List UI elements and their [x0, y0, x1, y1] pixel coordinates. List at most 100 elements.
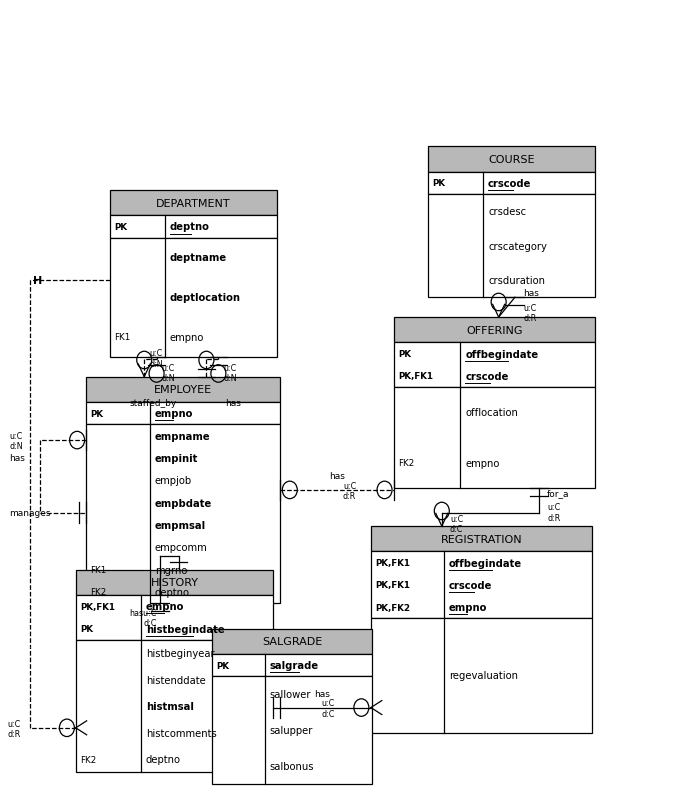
Text: histmsal: histmsal	[146, 701, 194, 711]
Text: FK1: FK1	[90, 565, 106, 574]
Text: empjob: empjob	[155, 476, 192, 485]
Text: u:C: u:C	[322, 699, 335, 707]
Text: d:C: d:C	[322, 709, 335, 718]
Bar	[76, 595, 273, 640]
Text: d:N: d:N	[149, 359, 163, 368]
Text: deptlocation: deptlocation	[170, 293, 241, 303]
Text: crsdesc: crsdesc	[488, 207, 526, 217]
Bar	[212, 629, 373, 654]
Text: EMPLOYEE: EMPLOYEE	[154, 385, 212, 395]
Text: empno: empno	[170, 333, 204, 342]
Bar	[428, 195, 595, 298]
Bar	[371, 618, 593, 733]
Bar	[428, 172, 595, 195]
Text: u:C: u:C	[547, 503, 560, 512]
Text: hasu:C: hasu:C	[129, 609, 157, 618]
Text: staffed_by: staffed_by	[130, 399, 177, 407]
Text: offbegindate: offbegindate	[465, 349, 538, 359]
Text: histbeginyear: histbeginyear	[146, 648, 215, 658]
Bar	[394, 318, 595, 343]
Text: PK: PK	[398, 350, 411, 358]
Text: regevaluation: regevaluation	[448, 670, 518, 681]
Text: empno: empno	[465, 458, 500, 468]
Text: has: has	[225, 399, 241, 407]
Text: empcomm: empcomm	[155, 543, 208, 553]
Text: H: H	[33, 276, 42, 286]
Bar	[394, 387, 595, 488]
Bar	[110, 238, 277, 358]
Text: SALGRADE: SALGRADE	[262, 637, 322, 646]
Text: crscode: crscode	[465, 371, 509, 382]
Text: u:C: u:C	[450, 514, 463, 523]
Text: manages: manages	[10, 508, 51, 517]
Bar	[371, 526, 593, 552]
Text: FK1: FK1	[114, 333, 130, 342]
Text: FK2: FK2	[398, 459, 415, 468]
Text: d:R: d:R	[8, 729, 21, 738]
Bar	[76, 640, 273, 772]
Text: has: has	[523, 289, 539, 298]
Text: u:C: u:C	[223, 363, 237, 372]
Text: has: has	[314, 689, 330, 699]
Text: d:R: d:R	[343, 492, 356, 500]
Bar	[76, 570, 273, 595]
Text: REGISTRATION: REGISTRATION	[441, 534, 522, 544]
Text: u:C: u:C	[343, 481, 356, 490]
Text: PK: PK	[114, 223, 127, 232]
Text: u:C: u:C	[149, 349, 162, 358]
Text: u:C: u:C	[8, 719, 21, 727]
Text: OFFERING: OFFERING	[466, 326, 523, 335]
Text: mgrno: mgrno	[155, 565, 187, 575]
Text: salupper: salupper	[270, 725, 313, 735]
Text: COURSE: COURSE	[489, 155, 535, 164]
Text: empno: empno	[146, 602, 184, 612]
Text: deptname: deptname	[170, 253, 227, 263]
Text: PK,FK1: PK,FK1	[80, 602, 115, 611]
Text: PK,FK1: PK,FK1	[375, 581, 410, 589]
Text: crscode: crscode	[448, 580, 492, 590]
Bar	[110, 191, 277, 216]
Text: deptno: deptno	[146, 754, 181, 764]
Text: empinit: empinit	[155, 453, 198, 464]
Text: d:C: d:C	[450, 525, 464, 533]
Text: PK,FK1: PK,FK1	[375, 558, 410, 567]
Text: d:R: d:R	[523, 314, 536, 322]
Text: PK,FK1: PK,FK1	[398, 372, 433, 381]
Text: PK: PK	[80, 624, 93, 634]
Text: has: has	[10, 453, 26, 463]
Text: u:C: u:C	[523, 303, 536, 312]
Bar	[86, 377, 280, 403]
Text: deptno: deptno	[155, 587, 190, 597]
Text: HISTORY: HISTORY	[150, 577, 199, 588]
Text: d:N: d:N	[161, 374, 175, 383]
Text: for_a: for_a	[547, 488, 569, 497]
Text: d:N: d:N	[10, 442, 23, 451]
Text: PK,FK2: PK,FK2	[375, 603, 410, 612]
Text: salbonus: salbonus	[270, 761, 314, 771]
Text: empno: empno	[155, 409, 193, 419]
Text: has: has	[329, 472, 345, 480]
Text: d:R: d:R	[547, 513, 560, 522]
Text: histenddate: histenddate	[146, 674, 206, 685]
Text: deptno: deptno	[170, 222, 210, 232]
Text: empmsal: empmsal	[155, 520, 206, 530]
Text: offbegindate: offbegindate	[448, 558, 522, 568]
Text: empno: empno	[448, 602, 487, 613]
Bar	[212, 654, 373, 676]
Text: crsduration: crsduration	[488, 276, 545, 286]
Text: PK: PK	[432, 179, 445, 188]
Text: crscode: crscode	[488, 179, 531, 188]
Text: sallower: sallower	[270, 689, 311, 699]
Text: u:C: u:C	[10, 431, 23, 440]
Text: empname: empname	[155, 431, 210, 441]
Bar	[86, 403, 280, 425]
Text: salgrade: salgrade	[270, 660, 319, 670]
Bar	[371, 552, 593, 618]
Text: d:N: d:N	[223, 374, 237, 383]
Text: empbdate: empbdate	[155, 498, 212, 508]
Text: histcomments: histcomments	[146, 727, 217, 738]
Text: histbegindate: histbegindate	[146, 624, 224, 634]
Text: FK2: FK2	[90, 588, 106, 597]
Bar	[428, 147, 595, 172]
Text: d:C: d:C	[143, 618, 157, 627]
